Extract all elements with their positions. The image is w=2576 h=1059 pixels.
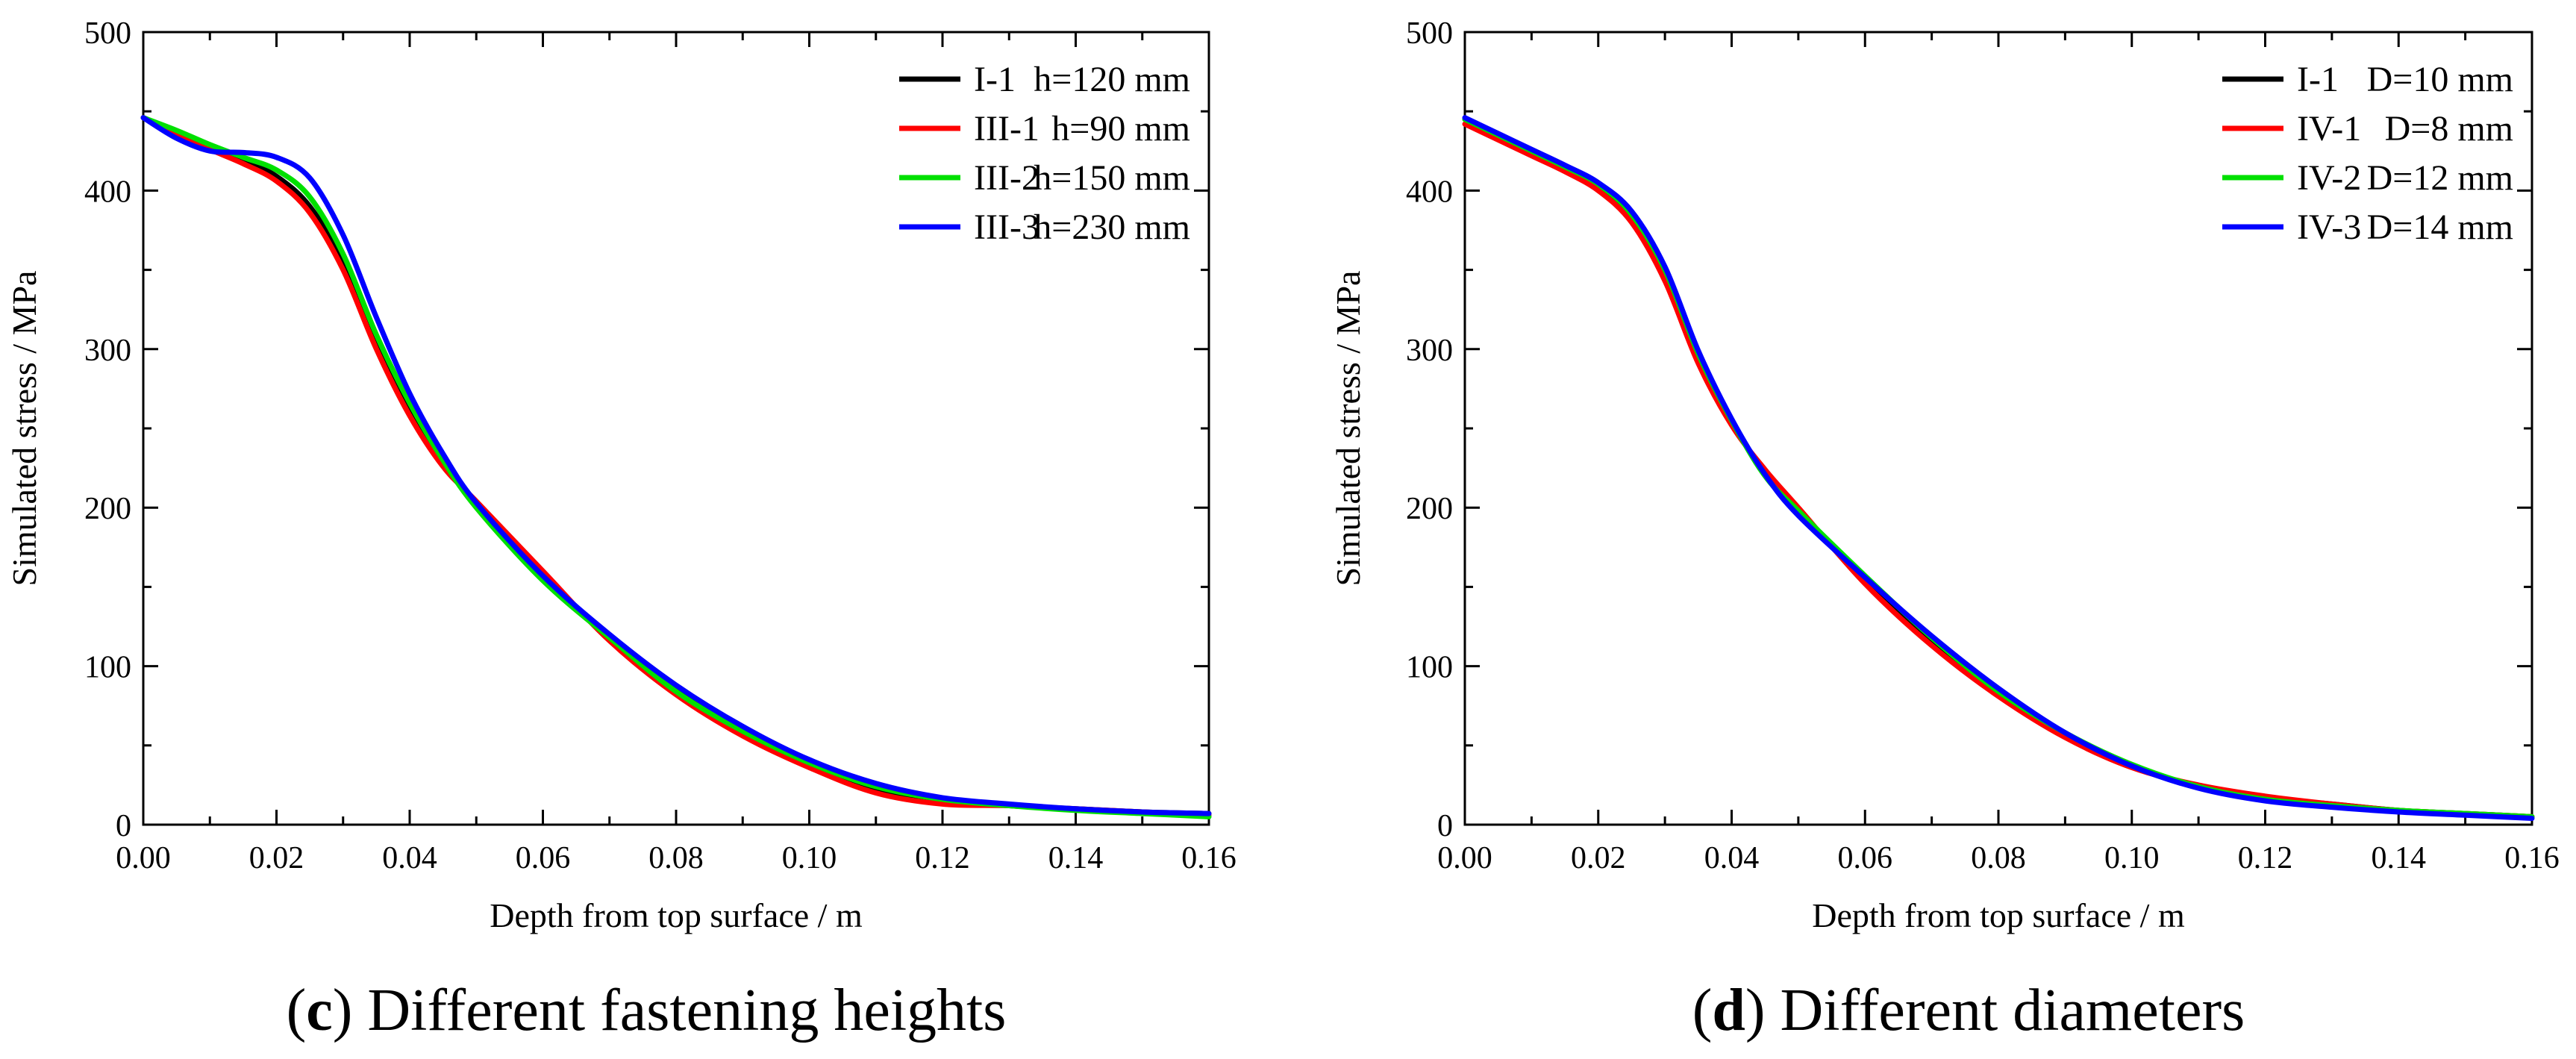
- y-tick-label: 200: [1406, 492, 1453, 526]
- legend-label: I-1: [974, 60, 1016, 99]
- x-tick-label: 0.00: [1437, 841, 1492, 875]
- legend-label: III-3: [974, 207, 1040, 247]
- caption-open-paren: (: [287, 978, 307, 1043]
- x-tick-label: 0.16: [2504, 841, 2560, 875]
- legend-param: h=150 mm: [1034, 158, 1190, 198]
- y-tick-label: 300: [84, 334, 131, 368]
- caption-open-paren: (: [1692, 978, 1713, 1043]
- legend-param: h=90 mm: [1051, 109, 1190, 149]
- legend-param: D=8 mm: [2385, 109, 2513, 149]
- legend-param: h=120 mm: [1034, 60, 1190, 99]
- x-axis-title: Depth from top surface / m: [490, 896, 863, 934]
- y-tick-label: 300: [1406, 334, 1453, 368]
- legend-label: IV-1: [2297, 109, 2361, 149]
- x-tick-label: 0.16: [1181, 841, 1237, 875]
- legend-param: D=10 mm: [2367, 60, 2513, 99]
- chart-panel-c: 0.00 0.02 0.04 0.06 0.08 0.10 0.12 0.14 0.16 0 100…: [5, 16, 1237, 1043]
- legend-label: I-1: [2297, 60, 2339, 99]
- series-line-IV-3: [1462, 115, 2535, 821]
- x-tick-label: 0.06: [516, 841, 571, 875]
- x-tick-label: 0.00: [116, 841, 171, 875]
- chart-panel-d: 0.00 0.02 0.04 0.06 0.08 0.10 0.12 0.14 0.16 0 100…: [1329, 16, 2560, 1043]
- x-tick-label: 0.08: [1971, 841, 2026, 875]
- x-tick-label: 0.04: [1704, 841, 1760, 875]
- series-line-III-3: [140, 115, 1212, 816]
- caption-label: d: [1712, 978, 1745, 1043]
- x-tick-label: 0.12: [2238, 841, 2293, 875]
- x-tick-label: 0.04: [382, 841, 437, 875]
- legend-param: D=12 mm: [2367, 158, 2513, 198]
- figure-caption: (d) Different diameters: [1692, 978, 2245, 1043]
- y-tick-label: 400: [84, 175, 131, 209]
- y-axis-title: Simulated stress / MPa: [1329, 271, 1367, 587]
- x-axis-title: Depth from top surface / m: [1812, 896, 2185, 934]
- y-tick-label: 0: [116, 809, 131, 843]
- legend: I-1 h=120 mm III-1 h=90 mm III-2h=150 mm III-…: [899, 60, 1190, 247]
- x-tick-label: 0.12: [915, 841, 970, 875]
- figure-caption: (c) Different fastening heights: [287, 978, 1007, 1043]
- x-tick-label: 0.06: [1838, 841, 1893, 875]
- x-tick-label: 0.02: [249, 841, 304, 875]
- legend-label: III-2: [974, 158, 1040, 198]
- y-tick-label: 200: [84, 492, 131, 526]
- plot-frame: [1463, 31, 2533, 826]
- caption-text: ) Different diameters: [1745, 978, 2245, 1043]
- caption-text: ) Different fastening heights: [333, 978, 1007, 1043]
- y-tick-label: 400: [1406, 175, 1453, 209]
- x-tick-label: 0.10: [2104, 841, 2160, 875]
- x-tick-label: 0.14: [2372, 841, 2427, 875]
- legend-param: D=14 mm: [2367, 207, 2513, 247]
- x-tick-label: 0.10: [782, 841, 837, 875]
- caption-label: c: [306, 978, 333, 1043]
- x-tick-label: 0.14: [1048, 841, 1104, 875]
- y-axis-title: Simulated stress / MPa: [5, 271, 43, 587]
- legend-label: IV-2: [2297, 158, 2361, 198]
- y-tick-label: 100: [1406, 651, 1453, 685]
- plot-frame: [142, 31, 1210, 826]
- legend-label: IV-3: [2297, 207, 2361, 247]
- y-tick-label: 100: [84, 651, 131, 685]
- y-tick-label: 500: [1406, 16, 1453, 51]
- y-tick-label: 500: [84, 16, 131, 51]
- x-tick-label: 0.08: [648, 841, 704, 875]
- legend-param: h=230 mm: [1034, 207, 1190, 247]
- legend-label: III-1: [974, 109, 1040, 149]
- x-tick-label: 0.02: [1571, 841, 1626, 875]
- y-tick-label: 0: [1437, 809, 1453, 843]
